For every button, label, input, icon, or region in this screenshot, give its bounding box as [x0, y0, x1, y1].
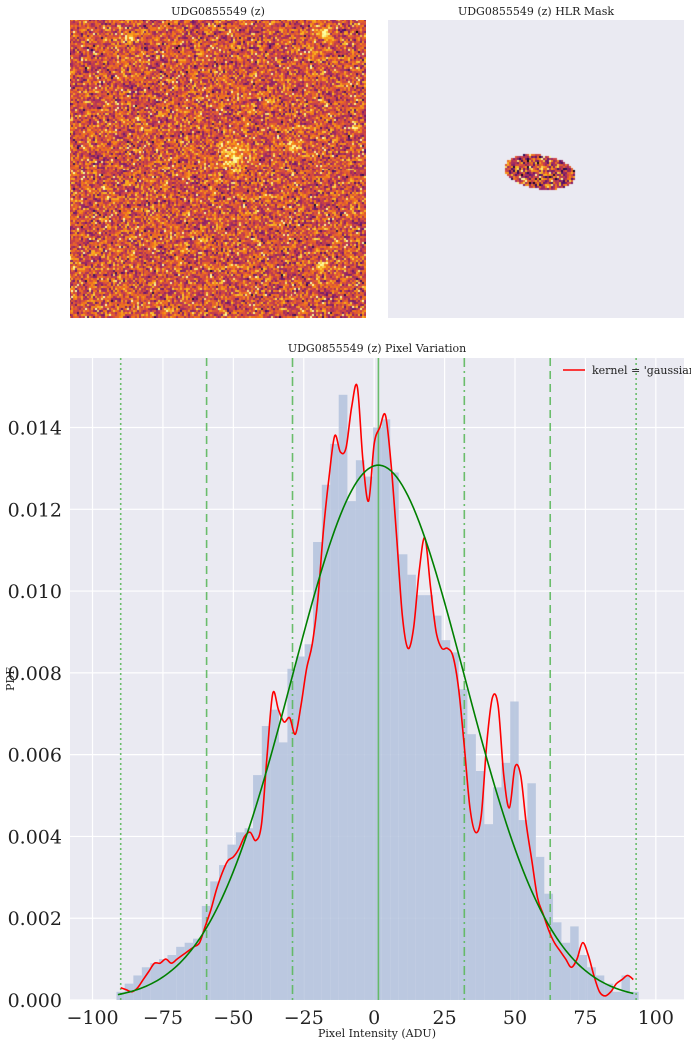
histogram-bar — [373, 427, 382, 1000]
y-tick-label: 0.012 — [8, 499, 62, 521]
histogram-bar — [407, 574, 416, 1000]
reference-lines — [119, 358, 637, 1000]
legend-kde-label: kernel = 'gaussian' — [592, 364, 691, 377]
histogram-bar — [484, 824, 494, 1000]
histogram-bar — [561, 942, 571, 1000]
histogram-bar — [553, 922, 562, 1000]
histogram-bar — [295, 656, 305, 1000]
histogram-bar — [364, 476, 374, 1000]
histogram-bar — [501, 762, 511, 1000]
histogram-bar — [184, 942, 194, 1000]
x-ticks: −100 −75 −50 −25 0 25 50 75 100 — [66, 1007, 674, 1029]
histogram-bar — [270, 709, 279, 1000]
histogram-bar — [629, 991, 639, 1000]
y-axis-label: PDF — [4, 667, 17, 691]
histogram-bar — [441, 640, 451, 1000]
histogram-bar — [510, 701, 519, 1000]
histogram-bar — [535, 856, 545, 1000]
legend: kernel = 'gaussian' — [563, 364, 691, 377]
kde-curve — [120, 383, 634, 997]
histogram-bar — [244, 828, 254, 1000]
x-tick-label: 50 — [503, 1007, 527, 1029]
histogram-bar — [415, 595, 425, 1000]
histogram-bar — [116, 991, 125, 1000]
histogram-bar — [381, 419, 391, 1000]
histogram-bar — [193, 938, 202, 1000]
histogram-bar — [227, 844, 236, 1000]
histogram-bar — [604, 983, 614, 1000]
histogram-bar — [450, 652, 459, 1000]
y-tick-label: 0.014 — [8, 418, 62, 440]
y-tick-label: 0.008 — [8, 663, 62, 685]
histogram-bar — [595, 975, 605, 1000]
histogram-bar — [613, 991, 622, 1000]
histogram-bar — [313, 542, 322, 1000]
histogram-bar — [304, 644, 314, 1000]
hlr-mask-panel — [388, 20, 684, 318]
x-tick-label: −50 — [213, 1007, 253, 1029]
x-axis-label: Pixel Intensity (ADU) — [318, 1027, 436, 1040]
histogram-bar — [398, 554, 408, 1000]
histogram-bar — [493, 787, 502, 1000]
histogram-bar — [433, 615, 442, 1000]
histogram-bar — [159, 959, 168, 1000]
histogram-bar — [167, 955, 177, 1000]
image-panel-title: UDG0855549 (z) — [171, 5, 265, 18]
histogram-bars — [116, 394, 639, 1000]
histogram-bar — [278, 742, 288, 1000]
histogram-bar — [210, 881, 219, 1000]
y-tick-label: 0.004 — [8, 826, 62, 848]
x-tick-label: −25 — [284, 1007, 324, 1029]
histogram-bar — [338, 394, 348, 1000]
histogram-bar — [475, 771, 485, 1000]
histogram-bar — [458, 689, 468, 1000]
histogram-bar — [176, 946, 185, 1000]
histogram-bar — [261, 726, 271, 1000]
histogram-bar — [355, 460, 365, 1000]
x-tick-label: 25 — [433, 1007, 457, 1029]
curves — [117, 383, 634, 997]
histogram-bar — [518, 820, 528, 1000]
x-tick-label: 100 — [638, 1007, 674, 1029]
histogram-bar — [390, 472, 399, 1000]
histogram-bar — [587, 967, 596, 1000]
histogram-bar — [141, 967, 151, 1000]
histogram-bar — [287, 668, 296, 1000]
x-tick-label: −75 — [143, 1007, 183, 1029]
x-tick-label: 75 — [573, 1007, 597, 1029]
histogram-bar — [578, 955, 588, 1000]
y-tick-label: 0.006 — [8, 745, 62, 767]
x-tick-label: −100 — [66, 1007, 118, 1029]
histogram-bar — [544, 893, 554, 1000]
histogram-bar — [330, 443, 339, 1000]
histogram-bar — [253, 775, 262, 1000]
histogram-bar — [621, 975, 630, 1000]
hlr-mask-ellipse — [388, 20, 684, 318]
mask-panel-title: UDG0855549 (z) HLR Mask — [457, 5, 615, 18]
histogram-bar — [424, 595, 434, 1000]
y-tick-label: 0.010 — [8, 581, 62, 603]
histogram-bar — [347, 501, 356, 1000]
histogram-bar — [321, 484, 331, 1000]
y-ticks: 0.000 0.002 0.004 0.006 0.008 0.010 0.012 0.014 — [8, 418, 62, 1012]
x-tick-label: 0 — [368, 1007, 380, 1029]
y-tick-label: 0.002 — [8, 908, 62, 930]
gaussian-fit-curve — [117, 464, 634, 996]
histogram-bar — [201, 905, 211, 1000]
hist-title: UDG0855549 (z) Pixel Variation — [288, 342, 466, 355]
y-tick-label: 0.000 — [8, 990, 62, 1012]
histogram-bar — [235, 832, 245, 1000]
histogram-bar — [218, 865, 228, 1000]
galaxy-image — [70, 20, 366, 318]
histogram-bar — [467, 734, 476, 1000]
